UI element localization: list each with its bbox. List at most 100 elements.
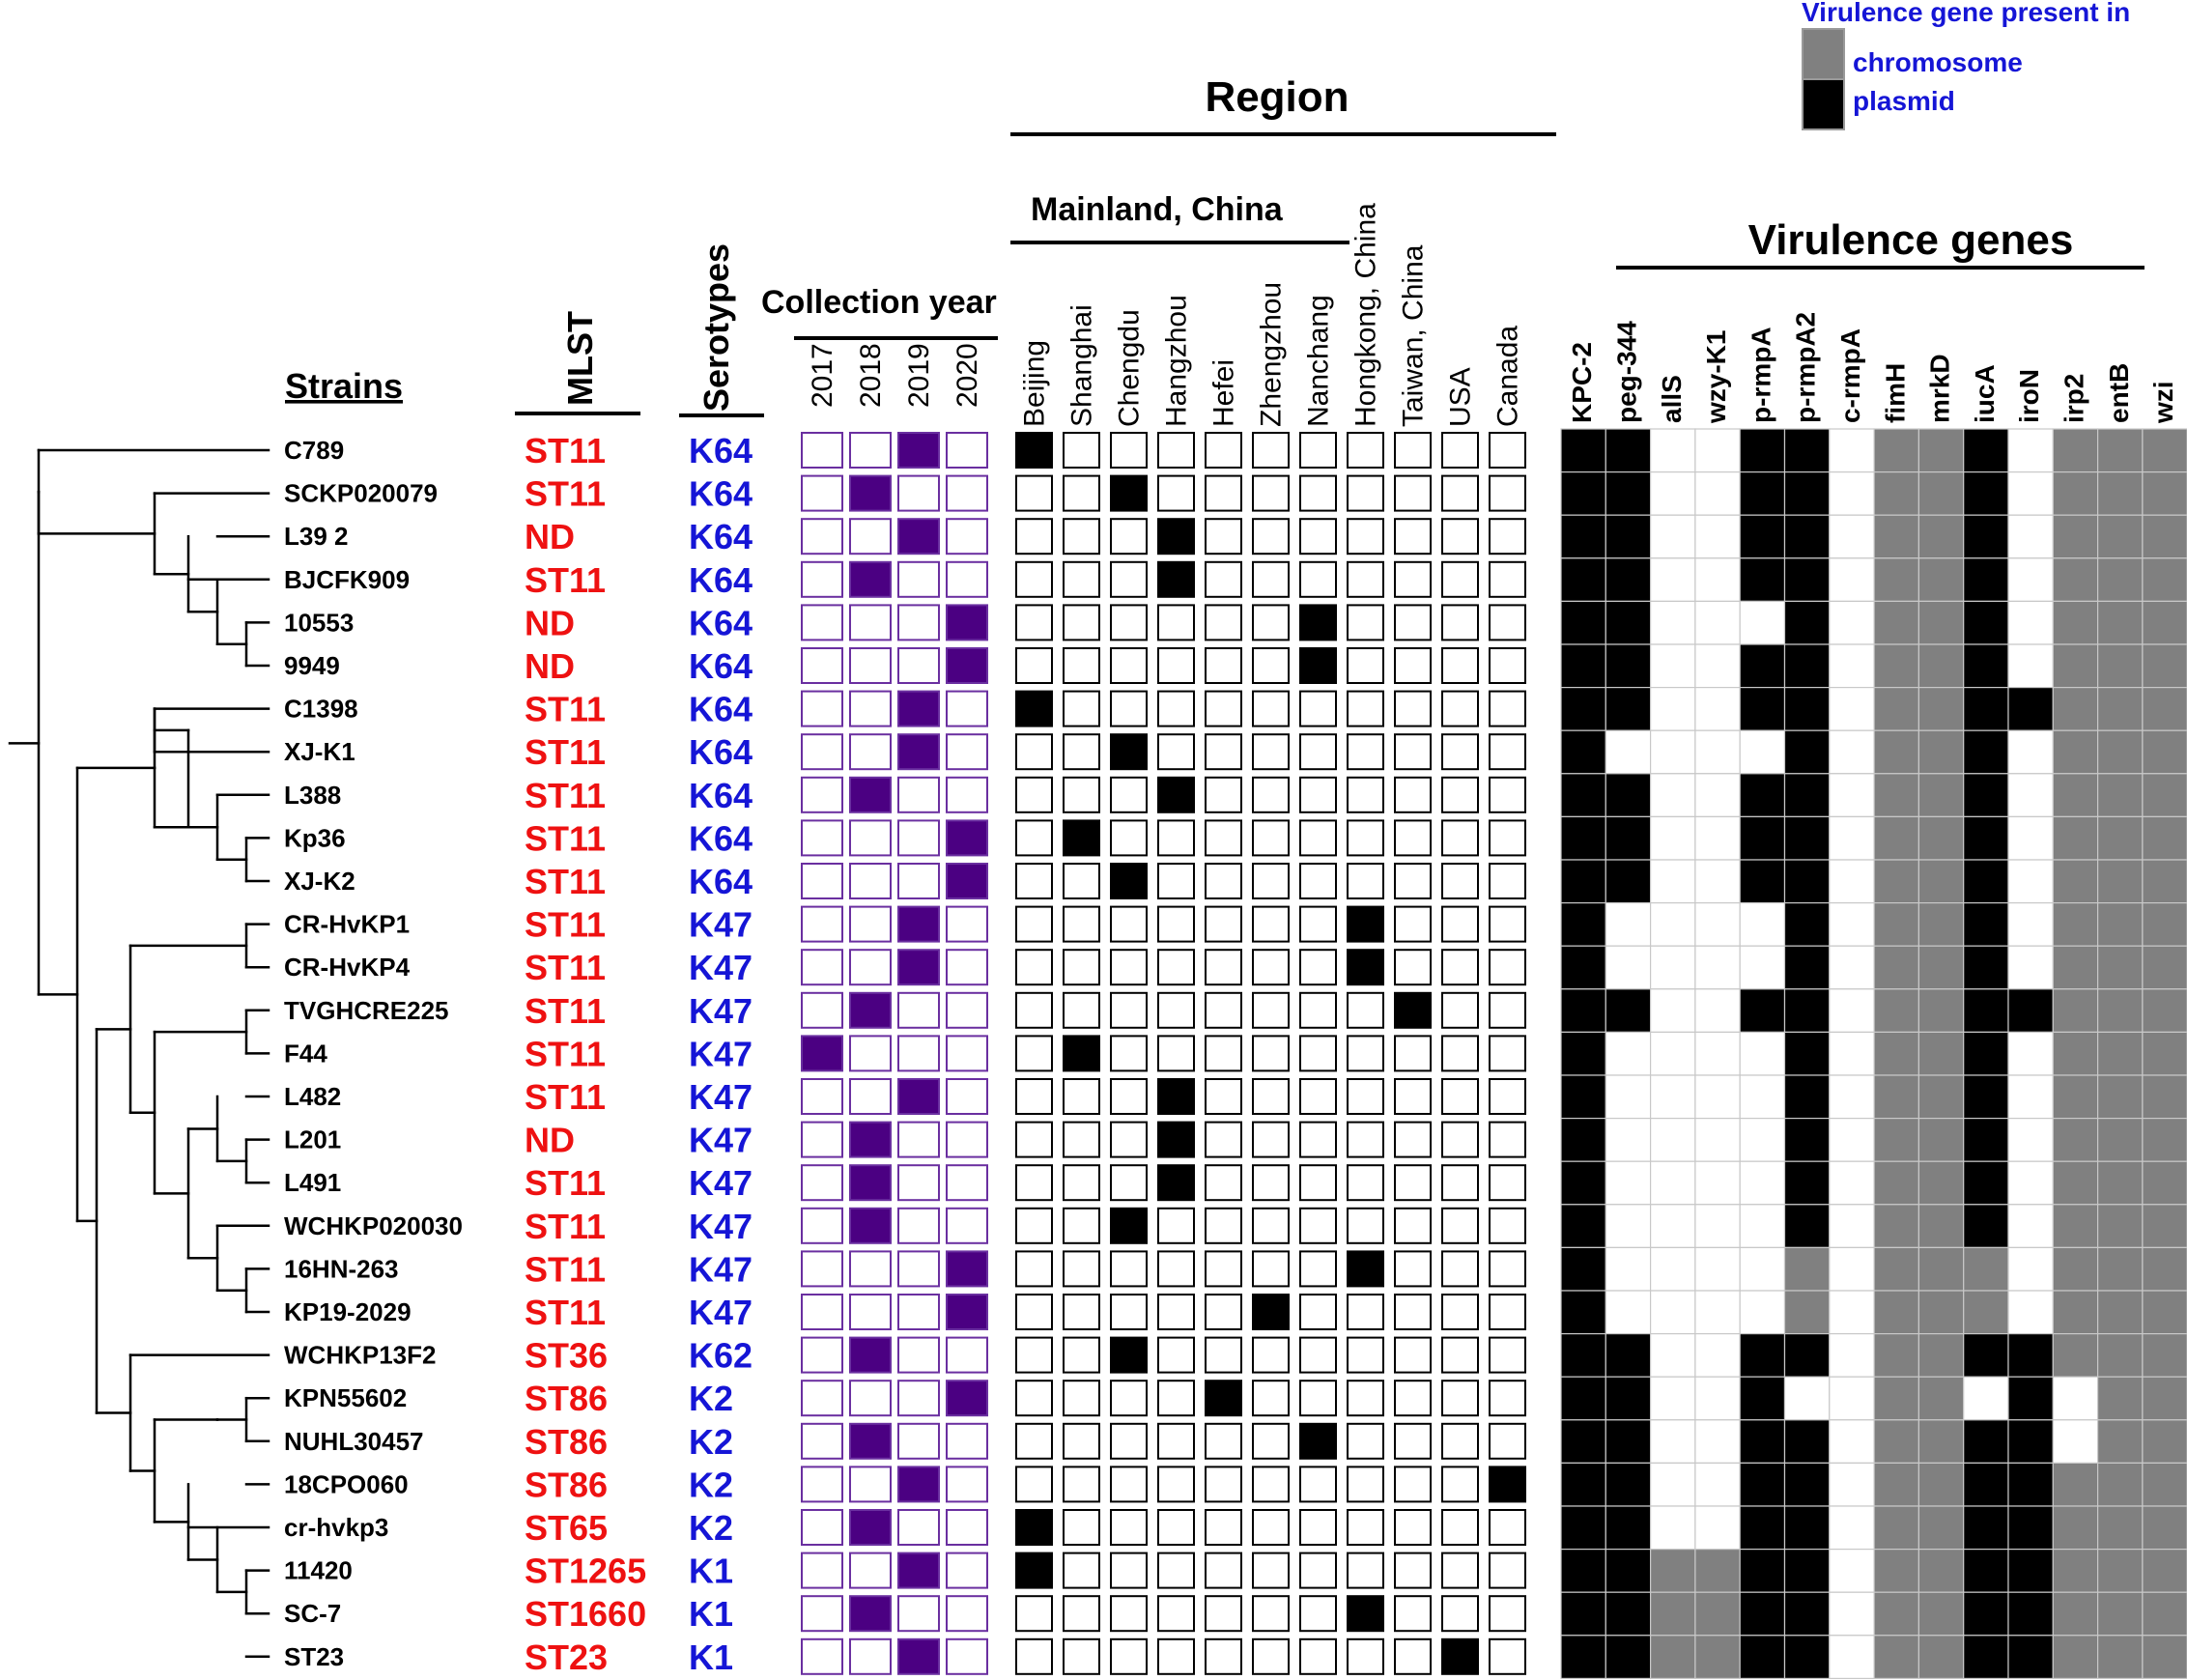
region-cell [1015, 1121, 1053, 1158]
region-cell [1394, 604, 1432, 641]
region-cell [1489, 863, 1526, 899]
region-cell [1015, 991, 1053, 1029]
gene-cell [1694, 557, 1741, 602]
gene-cell [1829, 729, 1875, 775]
gene-cell [2052, 514, 2099, 559]
region-cell [1394, 863, 1432, 899]
mlst-label: ST11 [525, 732, 606, 772]
gene-cell [1963, 1290, 2009, 1335]
mlst-label: ST11 [525, 948, 606, 987]
region-cell [1110, 1595, 1148, 1633]
gene-cell [1560, 686, 1606, 731]
region-cell [1347, 690, 1384, 727]
gene-cell [2052, 1117, 2099, 1162]
year-cell [849, 604, 892, 641]
gene-cell [1783, 1332, 1831, 1378]
region-cell [1063, 647, 1100, 684]
strain-label: L39 2 [284, 522, 349, 551]
region-cell [1063, 604, 1100, 641]
region-cell [1015, 1595, 1053, 1633]
gene-cell [2097, 901, 2144, 947]
year-cell [801, 1336, 843, 1374]
serotype-label: K64 [689, 517, 753, 556]
gene-cell [2097, 1505, 2144, 1551]
year-cell [897, 1207, 940, 1244]
gene-cell [1649, 1332, 1696, 1378]
gene-cell [1917, 1462, 1965, 1507]
gene-cell [1560, 1204, 1606, 1249]
mlst-label: ND [525, 1121, 575, 1160]
region-cell [1110, 776, 1148, 813]
region-cell [1394, 1164, 1432, 1202]
region-cell [1015, 432, 1053, 469]
gene-cell [1739, 1635, 1786, 1680]
gene-cell [1783, 557, 1831, 602]
year-cell [946, 1250, 988, 1288]
region-cell [1205, 819, 1242, 857]
gene-cell [1829, 1074, 1875, 1120]
gene-cell [2052, 773, 2099, 817]
gene-cell [1739, 428, 1786, 473]
gene-cell [2052, 428, 2099, 473]
gene-cell [1694, 428, 1741, 473]
region-cell [1015, 1207, 1053, 1244]
region-cell [1299, 1422, 1337, 1460]
mlst-label: ND [525, 603, 575, 642]
gene-cell [1560, 1505, 1606, 1551]
region-cell [1110, 733, 1148, 771]
mainland-china-header: Mainland, China [1031, 191, 1284, 228]
gene-cell [1873, 1031, 1919, 1076]
gene-cell [2007, 1160, 2054, 1206]
serotypes-header: Serotypes [696, 243, 736, 412]
year-cell [801, 1078, 843, 1115]
gene-cell [1917, 1204, 1965, 1249]
gene-cell [1560, 1074, 1606, 1120]
virulence-genes-header: Virulence genes [1748, 216, 2074, 264]
year-cell [801, 1422, 843, 1460]
strain-label: BJCFK909 [284, 565, 410, 594]
year-cell [946, 690, 988, 727]
region-cell [1063, 1336, 1100, 1374]
gene-cell [1739, 1548, 1786, 1593]
region-cell [1394, 1595, 1432, 1633]
gene-cell [2007, 1505, 2054, 1551]
gene-cell [2097, 1635, 2144, 1680]
gene-cell [2097, 1031, 2144, 1076]
region-cell [1299, 474, 1337, 512]
year-cell [801, 647, 843, 684]
gene-cell [1605, 988, 1652, 1033]
gene-cell [1560, 901, 1606, 947]
year-cell [801, 1294, 843, 1330]
gene-cell [2097, 557, 2144, 602]
gene-cell [1829, 1419, 1875, 1465]
year-cell [849, 776, 892, 813]
gene-cell [1739, 773, 1786, 817]
region-cell [1015, 863, 1053, 899]
region-cell [1063, 1509, 1100, 1546]
gene-cell [1963, 1117, 2009, 1162]
gene-cell [1560, 1548, 1606, 1593]
gene-cell [2007, 1332, 2054, 1378]
gene-cell [1739, 1117, 1786, 1162]
gene-cell [1917, 1376, 1965, 1421]
year-cell [849, 905, 892, 943]
year-cell [801, 1164, 843, 1202]
year-cell [897, 474, 940, 512]
strain-label: L491 [284, 1168, 341, 1197]
region-cell [1489, 1380, 1526, 1417]
region-cell [1299, 560, 1337, 598]
legend-title: Virulence gene present in [1802, 0, 2130, 27]
gene-cell [2097, 686, 2144, 731]
region-cell [1441, 863, 1479, 899]
region-cell [1299, 863, 1337, 899]
region-cell [1110, 1035, 1148, 1072]
gene-cell [1739, 1160, 1786, 1206]
serotype-label: K47 [689, 905, 753, 945]
gene-cell [1783, 1290, 1831, 1335]
gene-cell [2142, 1591, 2187, 1637]
gene-cell [2142, 945, 2187, 990]
region-cell [1489, 1466, 1526, 1503]
gene-cell [1649, 428, 1696, 473]
region-cell [1347, 863, 1384, 899]
gene-cell [1605, 901, 1652, 947]
